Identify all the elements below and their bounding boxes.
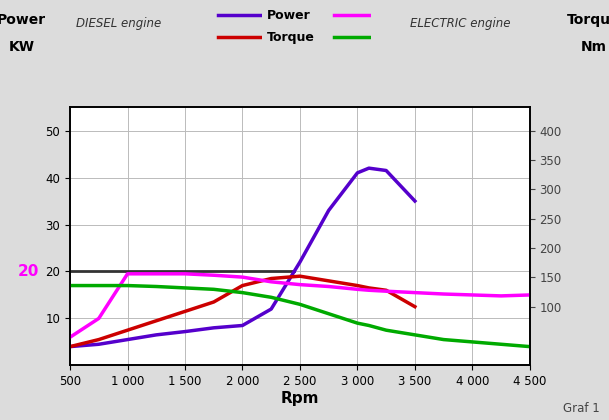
Text: Power: Power [267, 9, 311, 21]
Text: 20: 20 [18, 264, 40, 279]
Text: Torque: Torque [267, 31, 315, 44]
Text: DIESEL engine: DIESEL engine [76, 17, 161, 29]
Text: Torque: Torque [567, 13, 609, 26]
Text: ELECTRIC engine: ELECTRIC engine [409, 17, 510, 29]
Text: Nm: Nm [581, 40, 607, 54]
Text: Power: Power [0, 13, 46, 26]
Text: Graf 1: Graf 1 [563, 402, 600, 415]
X-axis label: Rpm: Rpm [281, 391, 319, 406]
Text: KW: KW [9, 40, 34, 54]
